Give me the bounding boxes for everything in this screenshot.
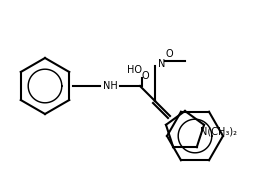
Text: O: O	[165, 49, 173, 59]
Text: N(CH₃)₂: N(CH₃)₂	[200, 126, 237, 136]
Text: HO: HO	[127, 65, 142, 75]
Text: N: N	[158, 59, 165, 69]
Text: NH: NH	[103, 81, 118, 91]
Text: O: O	[142, 71, 150, 81]
